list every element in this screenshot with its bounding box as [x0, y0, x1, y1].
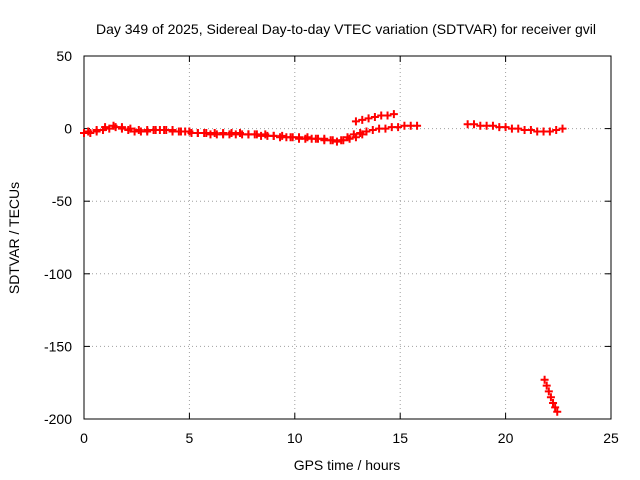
- data-point: [134, 126, 143, 135]
- data-point: [311, 134, 320, 143]
- x-tick-label: 5: [186, 430, 194, 446]
- data-point: [185, 127, 194, 136]
- data-point: [558, 124, 567, 133]
- data-point: [526, 126, 535, 135]
- data-point: [351, 117, 360, 126]
- data-point: [105, 124, 114, 133]
- data-point: [235, 128, 244, 137]
- data-point: [278, 131, 287, 140]
- data-point: [542, 381, 551, 390]
- data-point: [370, 112, 379, 121]
- y-tick-label: -100: [44, 266, 72, 282]
- data-point: [469, 120, 478, 129]
- series-seg-evening: [463, 120, 567, 136]
- data-point: [101, 123, 110, 132]
- series-seg-drop: [540, 375, 562, 416]
- chart-title: Day 349 of 2025, Sidereal Day-to-day VTE…: [96, 21, 596, 37]
- data-point: [413, 121, 422, 130]
- data-point: [514, 124, 523, 133]
- y-tick-label: 0: [64, 121, 72, 137]
- data-point: [193, 128, 202, 137]
- data-point: [394, 123, 403, 132]
- data-point: [244, 130, 253, 139]
- series-seg-rise-lower: [343, 121, 422, 142]
- y-tick-label: -150: [44, 338, 72, 354]
- data-point: [84, 127, 93, 136]
- data-point: [545, 127, 554, 136]
- data-point: [176, 127, 185, 136]
- data-point: [219, 128, 228, 137]
- data-point: [381, 124, 390, 133]
- data-point: [553, 407, 562, 416]
- x-tick-labels: 0 5 10 15 20 25: [80, 430, 619, 446]
- data-point: [261, 130, 270, 139]
- data-point: [383, 111, 392, 120]
- data-point: [358, 115, 367, 124]
- data-point: [160, 126, 169, 135]
- data-point: [389, 110, 398, 119]
- data-point: [252, 130, 261, 139]
- x-tick-label: 25: [603, 430, 619, 446]
- data-point: [210, 128, 219, 137]
- plot-frame: [83, 55, 612, 420]
- data-point: [337, 136, 346, 145]
- data-point: [227, 128, 236, 137]
- data-point: [488, 121, 497, 130]
- y-tick-labels: -200 -150 -100 -50 0 50: [44, 48, 72, 427]
- data-point: [92, 126, 101, 135]
- data-point: [320, 134, 329, 143]
- data-point: [168, 126, 177, 135]
- y-tick-label: -200: [44, 411, 72, 427]
- data-point: [368, 126, 377, 135]
- x-tick-label: 10: [287, 430, 303, 446]
- grid-lines: [84, 56, 611, 419]
- data-point: [295, 133, 304, 142]
- data-point: [544, 387, 553, 396]
- data-point: [364, 114, 373, 123]
- x-tick-label: 20: [498, 430, 514, 446]
- data-point: [332, 137, 341, 146]
- data-point: [551, 403, 560, 412]
- x-axis-label: GPS time / hours: [294, 457, 401, 473]
- data-point: [303, 133, 312, 142]
- data-point: [540, 375, 549, 384]
- data-point: [349, 130, 358, 139]
- x-tick-label: 15: [392, 430, 408, 446]
- data-point: [356, 128, 365, 137]
- data-point: [328, 136, 337, 145]
- series-seg-main-b: [84, 121, 346, 145]
- axis-ticks: [83, 55, 612, 420]
- data-point: [143, 126, 152, 135]
- data-point: [117, 123, 126, 132]
- data-point: [546, 393, 555, 402]
- data-point: [362, 127, 371, 136]
- data-point: [501, 123, 510, 132]
- x-tick-label: 0: [80, 430, 88, 446]
- y-tick-label: 50: [56, 48, 72, 64]
- data-point: [343, 133, 352, 142]
- data-point: [269, 131, 278, 140]
- y-axis-label: SDTVAR / TECUs: [6, 182, 22, 294]
- data-point: [126, 124, 135, 133]
- data-point: [552, 126, 561, 135]
- series-seg-rise-upper: [351, 110, 398, 126]
- data-point: [286, 133, 295, 142]
- data-point: [202, 128, 211, 137]
- data-series: [80, 110, 567, 416]
- data-point: [109, 121, 118, 130]
- data-point: [549, 399, 558, 408]
- data-point: [151, 126, 160, 135]
- y-tick-label: -50: [52, 193, 72, 209]
